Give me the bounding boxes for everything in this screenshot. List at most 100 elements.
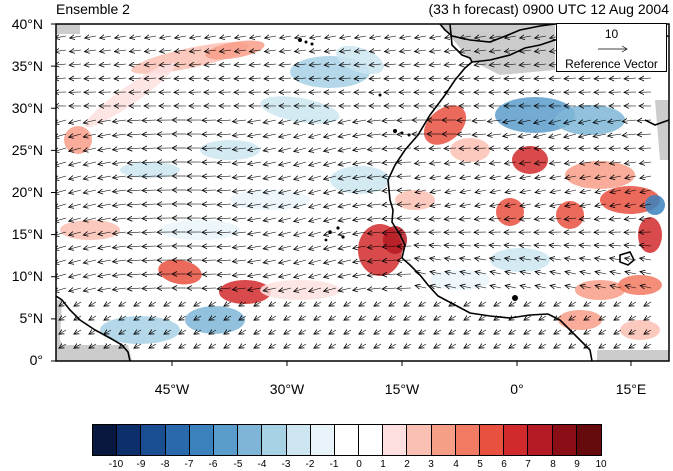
wind-vector <box>164 302 172 306</box>
wind-vector <box>232 232 247 234</box>
wind-vector <box>609 78 622 79</box>
wind-vector <box>114 78 127 79</box>
wind-vector <box>580 258 592 260</box>
wind-vector <box>115 36 127 38</box>
wind-vector <box>294 288 307 292</box>
wind-vector <box>584 330 592 334</box>
wind-vector <box>399 78 412 79</box>
wind-vector <box>248 204 262 206</box>
wind-vector <box>397 148 412 149</box>
wind-vector <box>460 272 472 274</box>
wind-vector <box>503 120 517 122</box>
wind-vector <box>459 64 472 65</box>
wind-vector <box>609 245 622 246</box>
wind-vector <box>457 120 472 121</box>
wind-vector <box>430 176 442 178</box>
wind-vector <box>505 190 517 193</box>
wind-vector <box>314 302 322 306</box>
wind-vector <box>324 78 337 79</box>
wind-vector <box>324 274 337 277</box>
anomaly-field <box>60 40 665 344</box>
wind-vector <box>164 344 172 348</box>
colorbar-label: 4 <box>453 459 459 470</box>
wind-vector <box>397 232 412 233</box>
wind-vector <box>564 120 577 123</box>
wind-vector <box>370 36 382 38</box>
wind-vector <box>127 260 142 261</box>
wind-vector <box>535 258 547 260</box>
wind-vector <box>549 148 562 149</box>
wind-vector <box>445 258 457 260</box>
wind-vector <box>69 260 82 263</box>
wind-vector <box>374 316 382 320</box>
wind-vector <box>625 204 637 206</box>
wind-vector <box>325 36 337 38</box>
wind-vector <box>550 258 562 260</box>
wind-vector <box>149 344 157 348</box>
wind-vector <box>625 162 637 164</box>
wind-vector <box>294 78 307 79</box>
wind-vector <box>280 36 292 38</box>
wind-vector <box>565 190 577 193</box>
wind-vector <box>205 50 217 52</box>
wind-vector <box>338 260 352 263</box>
wind-vector <box>599 316 607 320</box>
wind-vector <box>489 148 502 149</box>
wind-vector <box>89 330 97 334</box>
wind-vector <box>504 148 517 149</box>
wind-vector <box>74 344 82 348</box>
colorbar-cell <box>93 425 118 455</box>
wind-vector <box>509 330 517 334</box>
wind-vector <box>89 316 97 320</box>
wind-vector <box>610 162 622 164</box>
wind-vector <box>479 344 487 348</box>
wind-vector <box>248 120 262 122</box>
anomaly-patch <box>496 198 524 226</box>
wind-vector <box>565 272 577 274</box>
wind-vector <box>640 272 652 274</box>
wind-vector <box>70 50 82 52</box>
wind-vector <box>309 134 322 138</box>
wind-vector <box>69 190 82 193</box>
wind-vector <box>464 316 472 320</box>
colorbar-cell <box>286 425 311 455</box>
wind-vector <box>194 302 202 306</box>
wind-vector <box>104 330 112 334</box>
wind-vector <box>190 50 202 52</box>
wind-vector <box>640 258 652 260</box>
wind-vector <box>367 204 382 206</box>
wind-vector <box>127 120 142 121</box>
coastline-africa-west <box>387 24 593 361</box>
wind-vector <box>535 190 547 193</box>
wind-vector <box>640 162 652 164</box>
wind-vector <box>629 302 637 306</box>
wind-vector <box>56 218 67 222</box>
wind-vector <box>113 176 127 178</box>
wind-vector <box>610 190 622 193</box>
wind-vector <box>129 64 142 65</box>
wind-vector <box>384 78 397 79</box>
wind-vector <box>248 246 262 248</box>
colorbar-cell <box>165 425 190 455</box>
wind-vector <box>610 272 622 274</box>
wind-vector <box>444 78 457 79</box>
wind-vector <box>534 64 547 65</box>
colorbar-label: -6 <box>208 459 218 470</box>
wind-vector <box>299 316 307 320</box>
wind-vector <box>430 162 442 164</box>
wind-vector <box>310 50 322 52</box>
wind-vector <box>145 36 157 38</box>
wind-vector <box>74 330 82 334</box>
wind-vector <box>299 330 307 334</box>
bioko-island <box>512 295 518 301</box>
wind-vector <box>113 218 127 220</box>
wind-vector <box>550 176 562 178</box>
wind-vector <box>565 258 577 260</box>
wind-vector <box>338 218 352 221</box>
wind-vector <box>593 134 607 137</box>
wind-vector <box>579 120 592 123</box>
wind-vector <box>359 330 367 334</box>
wind-vector <box>142 260 157 261</box>
wind-vector <box>489 64 502 65</box>
ensemble-title: Ensemble 2 <box>56 1 130 17</box>
